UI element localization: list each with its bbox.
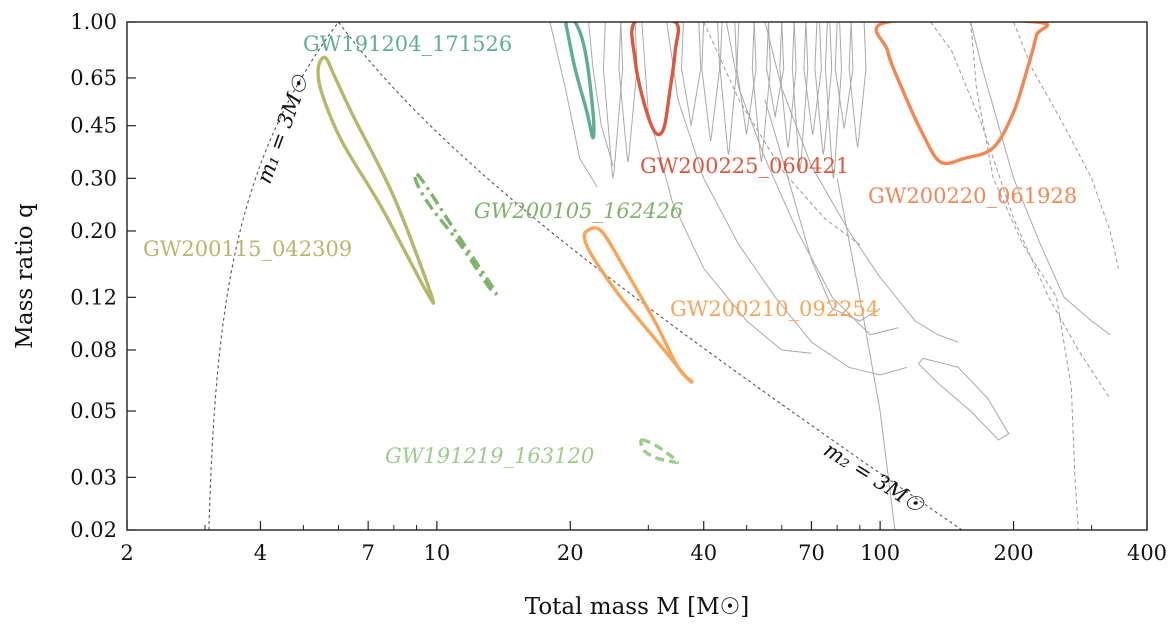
- event-label-gw200105_162426: GW200105_162426: [474, 199, 683, 223]
- event-contour-gw191204_171526: [564, 22, 596, 140]
- x-tick-label: 10: [423, 541, 450, 565]
- event-labels: GW191204_171526 GW200115_042309 GW200105_1…: [143, 32, 1077, 468]
- x-axis-ticks: 2 4 7 10 20 40 70 100 200 400: [120, 521, 1167, 565]
- x-tick-label: 20: [557, 541, 584, 565]
- x-tick-label: 4: [254, 541, 267, 565]
- background-contours: [549, 22, 1119, 530]
- plot-background: [127, 22, 1147, 530]
- background-contour: [848, 22, 867, 148]
- background-contour: [779, 22, 797, 148]
- plot-frame: [126, 21, 1148, 531]
- event-contours: [316, 22, 1050, 465]
- x-tick-label: 2: [120, 541, 133, 565]
- event-contour-gw200115_042309: [316, 55, 436, 305]
- y-tick-label: 0.03: [70, 465, 117, 489]
- event-contour-gw191219_163120: [639, 438, 680, 465]
- background-contour: [736, 22, 757, 135]
- y-tick-label: 0.30: [70, 166, 117, 190]
- background-contour: [836, 178, 896, 530]
- event-contour-gw200105_162426: [413, 172, 498, 296]
- background-contour: [766, 22, 785, 118]
- event-label-gw191219_163120: GW191219_163120: [385, 444, 594, 468]
- background-contour: [824, 22, 843, 179]
- background-contour: [834, 22, 854, 129]
- y-tick-label: 0.12: [70, 285, 117, 309]
- background-contour: [549, 22, 598, 188]
- y-tick-label: 0.45: [70, 114, 117, 138]
- x-tick-label: 70: [798, 541, 825, 565]
- background-contour: [970, 22, 1111, 336]
- x-tick-label: 7: [361, 541, 374, 565]
- background-contour: [725, 22, 899, 336]
- y-tick-label: 0.02: [70, 518, 117, 542]
- y-tick-label: 0.20: [70, 219, 117, 243]
- x-tick-label: 200: [994, 541, 1034, 565]
- event-label-gw200225_060421: GW200225_060421: [640, 154, 849, 178]
- event-label-gw200210_092254: GW200210_092254: [670, 297, 879, 321]
- y-tick-label: 0.05: [70, 399, 117, 423]
- y-axis-label: Mass ratio q: [12, 203, 38, 349]
- event-label-gw191204_171526: GW191204_171526: [303, 32, 512, 56]
- x-tick-label: 400: [1127, 541, 1167, 565]
- background-contour: [791, 22, 809, 171]
- y-tick-label: 0.08: [70, 338, 117, 362]
- background-contour: [764, 99, 881, 322]
- background-contour: [917, 357, 1010, 441]
- background-contour: [666, 22, 908, 376]
- x-tick-label: 100: [860, 541, 900, 565]
- event-label-gw200220_061928: GW200220_061928: [868, 184, 1077, 208]
- x-tick-label: 40: [690, 541, 717, 565]
- y-tick-label: 0.65: [70, 66, 117, 90]
- background-contour: [703, 22, 861, 246]
- background-contour: [930, 22, 1111, 399]
- background-contour: [803, 22, 822, 135]
- background-contour: [970, 22, 1079, 530]
- reference-lines: [208, 22, 963, 530]
- x-axis-label: Total mass M [M☉]: [525, 594, 749, 620]
- event-contour-gw200210_092254: [582, 226, 694, 384]
- y-axis-ticks: 0.02 0.03 0.05 0.08 0.12 0.20 0.30 0.45 0.65 1.00: [70, 10, 136, 542]
- background-contour: [602, 22, 624, 179]
- m1-equals-3msun-line: [208, 22, 339, 530]
- background-contour: [764, 22, 959, 343]
- event-label-gw200115_042309: GW200115_042309: [143, 237, 352, 261]
- background-contour: [814, 22, 833, 155]
- event-contour-gw200220_061928: [874, 22, 1050, 166]
- background-contour: [680, 22, 702, 126]
- background-contour: [588, 22, 614, 167]
- y-tick-label: 1.00: [70, 10, 117, 34]
- background-contour: [751, 22, 771, 163]
- event-contour-gw200225_060421: [630, 22, 681, 137]
